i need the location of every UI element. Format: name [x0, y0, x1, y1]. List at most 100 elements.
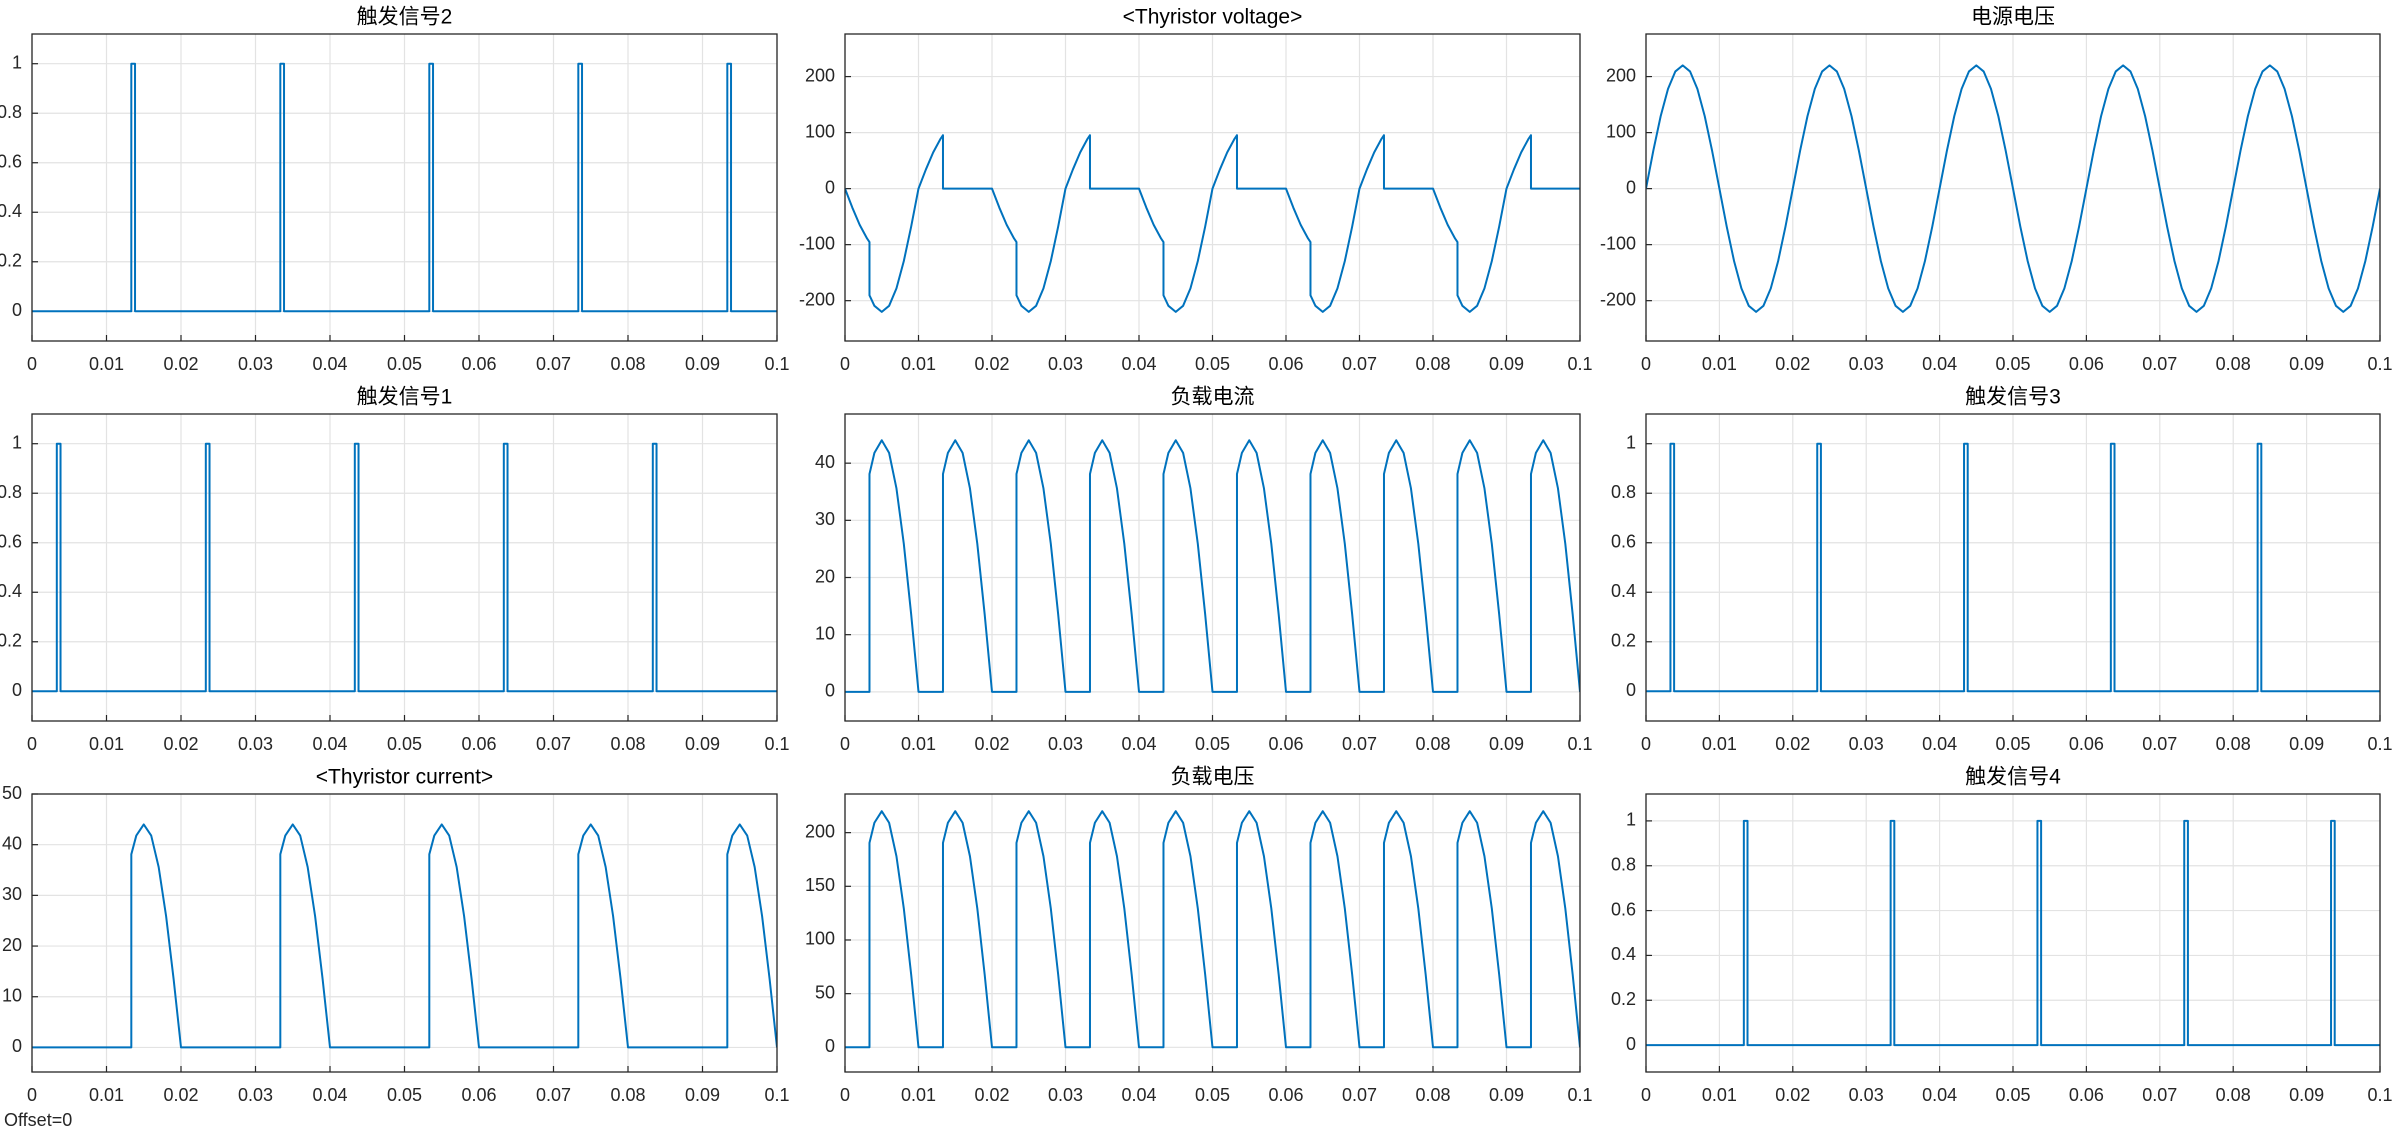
x-tick-label: 0.1: [1567, 1085, 1592, 1105]
signal-trace: [32, 62, 777, 313]
x-tick-label: 0.06: [461, 734, 496, 754]
x-tick-label: 0.01: [89, 1085, 124, 1105]
x-tick-label: 0.08: [610, 354, 645, 374]
subplot: 0 0.01 0.02 0.03 0.04 0.05 0.06 0.07 0.08 0.09 0.1…: [1611, 766, 2393, 1105]
x-tick-label: 0.05: [387, 734, 422, 754]
y-tick-label: 0.6: [0, 151, 22, 171]
y-tick-label: 150: [805, 875, 835, 895]
axes-box: [844, 793, 1581, 1073]
x-tick-label: 0: [840, 1085, 850, 1105]
x-tick-label: 0.03: [1048, 1085, 1083, 1105]
x-tick-label: 0.05: [1195, 354, 1230, 374]
x-tick-label: 0.1: [2367, 354, 2392, 374]
trace-group: [32, 442, 777, 693]
y-tick-label: 30: [815, 509, 835, 529]
x-tick-label: 0.06: [461, 354, 496, 374]
signal-trace: [32, 442, 777, 693]
y-tick-label: 1: [1626, 810, 1636, 830]
trace-group: [845, 810, 1580, 1049]
y-tick-label: 30: [2, 884, 22, 904]
signal-trace: [1646, 64, 2380, 313]
x-tick-label: 0.03: [238, 354, 273, 374]
x-tick-label: 0.04: [312, 1085, 347, 1105]
x-tick-label: 0.02: [974, 734, 1009, 754]
x-tick-label: 0.09: [685, 354, 720, 374]
x-tick-label: 0.07: [1342, 1085, 1377, 1105]
x-tick-label: 0.02: [163, 734, 198, 754]
y-tick-label: 1: [1626, 432, 1636, 452]
x-tick-label: 0.05: [387, 1085, 422, 1105]
subplot-title: 触发信号2: [357, 6, 453, 29]
subplot-title: 触发信号1: [357, 386, 453, 409]
x-tick-label: 0.04: [1922, 734, 1957, 754]
y-tick-label: 0: [825, 681, 835, 701]
y-tick-label: -100: [799, 233, 835, 253]
axes-box: [31, 413, 778, 722]
x-tick-label: 0: [1641, 1085, 1651, 1105]
x-tick-label: 0.05: [1995, 354, 2030, 374]
y-tick-label: 0.6: [0, 531, 22, 551]
x-tick-label: 0.05: [1995, 734, 2030, 754]
subplot: 0 0.01 0.02 0.03 0.04 0.05 0.06 0.07 0.08 0.09 0.1…: [0, 6, 790, 374]
signal-trace: [32, 823, 777, 1049]
x-tick-label: 0.09: [685, 734, 720, 754]
y-tick-label: 0.8: [0, 102, 22, 122]
x-tick-label: 0.05: [1995, 1085, 2030, 1105]
x-tick-label: 0.07: [2142, 734, 2177, 754]
x-tick-label: 0.06: [1268, 354, 1303, 374]
x-tick-label: 0.1: [1567, 354, 1592, 374]
trace-group: [32, 62, 777, 313]
x-tick-label: 0.1: [2367, 1085, 2392, 1105]
y-tick-label: 0.2: [1611, 631, 1636, 651]
x-tick-label: 0.08: [1415, 354, 1450, 374]
x-tick-label: 0.08: [610, 734, 645, 754]
x-tick-label: 0.1: [764, 1085, 789, 1105]
x-tick-label: 0.01: [1702, 354, 1737, 374]
x-tick-label: 0.07: [2142, 1085, 2177, 1105]
x-tick-label: 0.08: [1415, 1085, 1450, 1105]
signal-trace: [1646, 442, 2380, 693]
subplot-title: 电源电压: [1971, 6, 2055, 29]
y-tick-label: 0.6: [1611, 899, 1636, 919]
y-tick-label: -100: [1600, 233, 1636, 253]
y-tick-label: 50: [2, 783, 22, 803]
x-tick-label: 0.02: [974, 1085, 1009, 1105]
y-tick-label: 100: [805, 121, 835, 141]
trace-group: [845, 439, 1580, 693]
y-tick-label: 40: [2, 833, 22, 853]
y-tick-label: 0.8: [1611, 482, 1636, 502]
x-tick-label: 0.01: [901, 354, 936, 374]
x-tick-label: 0.03: [238, 1085, 273, 1105]
x-tick-label: 0.06: [461, 1085, 496, 1105]
y-tick-label: 200: [805, 65, 835, 85]
offset-label: Offset=0: [4, 1110, 72, 1130]
x-tick-label: 0.02: [163, 1085, 198, 1105]
x-tick-label: 0.02: [1775, 734, 1810, 754]
x-tick-label: 0.1: [2367, 734, 2392, 754]
y-tick-label: 0: [825, 1036, 835, 1056]
y-tick-label: 10: [2, 985, 22, 1005]
y-tick-label: 200: [1606, 65, 1636, 85]
x-tick-label: 0: [1641, 354, 1651, 374]
trace-group: [32, 823, 777, 1049]
x-tick-label: 0.04: [1121, 1085, 1156, 1105]
y-tick-label: 0.4: [1611, 581, 1636, 601]
subplot-title: 触发信号3: [1965, 386, 2061, 409]
axes-box: [844, 413, 1581, 722]
x-tick-label: 0.04: [1922, 1085, 1957, 1105]
trace-group: [1646, 442, 2380, 693]
y-tick-label: 0: [12, 300, 22, 320]
y-tick-label: 50: [815, 982, 835, 1002]
x-tick-label: 0.08: [1415, 734, 1450, 754]
x-tick-label: 0: [840, 354, 850, 374]
y-tick-label: -200: [799, 289, 835, 309]
signal-trace: [845, 134, 1580, 313]
x-tick-label: 0.01: [901, 734, 936, 754]
y-tick-label: 0: [1626, 177, 1636, 197]
x-tick-label: 0.05: [1195, 734, 1230, 754]
subplot: 0 0.01 0.02 0.03 0.04 0.05 0.06 0.07 0.08 0.09 0.1…: [1600, 6, 2393, 374]
axes-box: [31, 793, 778, 1073]
y-tick-label: 20: [815, 566, 835, 586]
x-tick-label: 0.07: [2142, 354, 2177, 374]
